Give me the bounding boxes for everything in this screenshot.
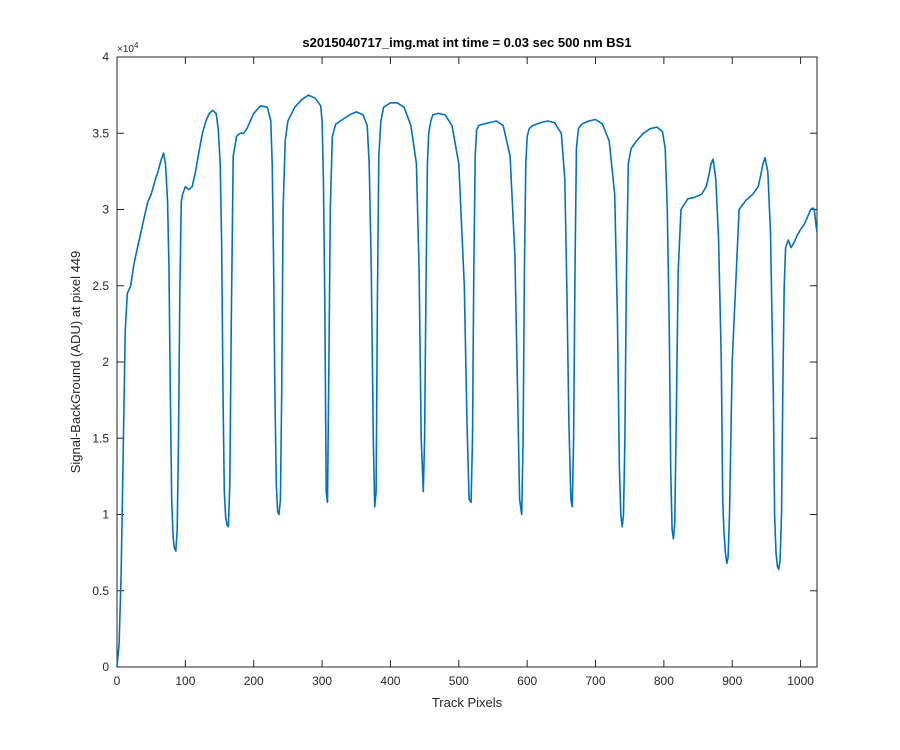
x-tick-label: 1000 — [787, 674, 814, 688]
y-tick-label: 2.5 — [92, 279, 109, 293]
series-line — [116, 94, 818, 668]
x-axis: 0 100 200 300 400 500 600 700 800 900 1000 — [114, 57, 814, 688]
x-tick-label: 200 — [244, 674, 264, 688]
y-tick-label: 3.5 — [92, 126, 109, 140]
x-tick-label: 900 — [722, 674, 742, 688]
x-tick-label: 300 — [312, 674, 332, 688]
y-exponent-label: ×104 — [117, 41, 139, 55]
y-axis: 0 0.5 1 1.5 2 2.5 3 3.5 4 — [92, 50, 817, 674]
y-tick-label: 1.5 — [92, 431, 109, 445]
x-tick-label: 800 — [654, 674, 674, 688]
y-tick-label: 0.5 — [92, 584, 109, 598]
x-tick-label: 700 — [586, 674, 606, 688]
y-tick-label: 2 — [102, 355, 109, 369]
y-tick-label: 4 — [102, 50, 109, 64]
y-axis-label: Signal-BackGround (ADU) at pixel 449 — [68, 251, 83, 474]
x-tick-label: 500 — [449, 674, 469, 688]
x-tick-label: 400 — [380, 674, 400, 688]
y-tick-label: 1 — [102, 508, 109, 522]
series-layer — [116, 94, 818, 668]
x-axis-label: Track Pixels — [432, 695, 503, 710]
y-tick-label: 0 — [102, 660, 109, 674]
x-tick-label: 0 — [114, 674, 121, 688]
x-tick-label: 600 — [517, 674, 537, 688]
chart-title: s2015040717_img.mat int time = 0.03 sec … — [302, 35, 631, 50]
y-tick-label: 3 — [102, 203, 109, 217]
x-tick-label: 100 — [175, 674, 195, 688]
